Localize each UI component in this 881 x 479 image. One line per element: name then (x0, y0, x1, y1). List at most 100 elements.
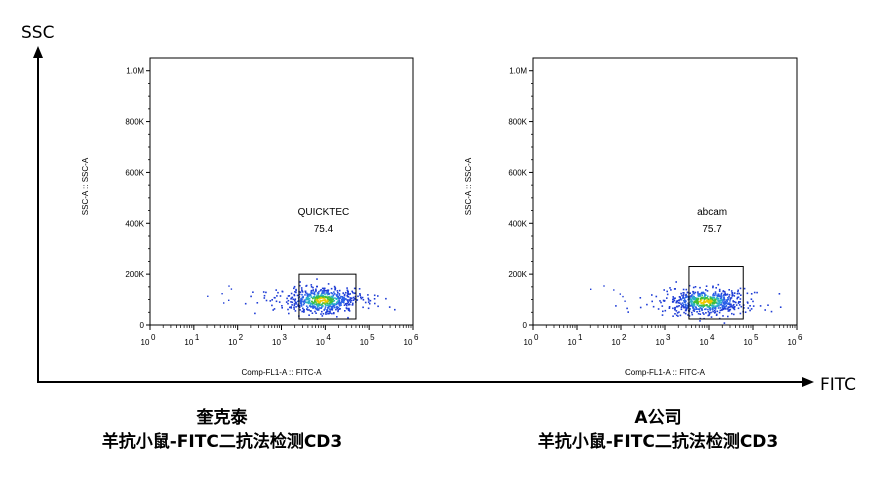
event-dot (676, 300, 679, 302)
event-dot (377, 305, 379, 308)
event-dot (348, 299, 350, 301)
event-dot (688, 315, 691, 317)
event-dot (276, 295, 278, 297)
event-dot (327, 304, 330, 307)
event-dot (730, 305, 733, 307)
event-dot (369, 299, 372, 302)
event-dot (345, 304, 348, 307)
event-dot (331, 306, 333, 308)
event-dot (290, 298, 292, 300)
event-dot (367, 307, 370, 310)
event-dot (697, 295, 700, 298)
event-dot (721, 306, 724, 308)
event-dot (731, 292, 733, 294)
event-dot (332, 300, 334, 302)
event-dot (327, 310, 329, 313)
event-dots (590, 281, 782, 324)
event-dot (717, 307, 720, 309)
event-dot (739, 287, 742, 290)
event-dot (275, 300, 278, 303)
event-dot (271, 304, 273, 307)
event-dot (342, 301, 344, 303)
event-dot (722, 315, 724, 317)
event-dot (722, 290, 724, 293)
event-dot (697, 312, 700, 315)
event-dot (720, 293, 722, 296)
event-dot (305, 298, 307, 301)
event-dot (716, 310, 719, 313)
event-dot (287, 302, 289, 305)
event-dot (740, 294, 742, 296)
event-dot (718, 300, 720, 303)
event-dot (350, 299, 353, 302)
event-dot (291, 304, 293, 306)
event-dot (691, 313, 694, 316)
event-dot (729, 297, 732, 299)
event-dot (660, 301, 662, 304)
event-dot (704, 296, 706, 298)
event-dot (713, 302, 715, 304)
event-dot (707, 314, 710, 317)
event-dot (662, 310, 664, 313)
event-dot (317, 292, 320, 295)
event-dot (738, 304, 741, 306)
event-dot (702, 302, 705, 304)
event-dot (325, 302, 328, 304)
event-dot (312, 289, 315, 291)
event-dot (698, 300, 701, 303)
event-dot (304, 294, 306, 296)
event-dot (324, 303, 327, 306)
y-tick-label: 200K (125, 270, 144, 279)
event-dot (693, 308, 695, 310)
event-dot (702, 306, 704, 308)
event-dot (722, 301, 724, 303)
event-dot (325, 292, 327, 294)
event-dot (333, 300, 336, 302)
event-dot (338, 289, 341, 292)
x-tick-exponent: 4 (710, 333, 715, 342)
event-dot (252, 291, 254, 293)
event-dot (695, 301, 697, 304)
event-dot (302, 296, 304, 299)
event-dot (333, 312, 335, 314)
event-dot (733, 292, 736, 294)
event-dot (321, 291, 324, 293)
plot-frame (532, 57, 798, 326)
event-dot (321, 296, 324, 298)
event-dot (726, 308, 729, 310)
event-dot (307, 293, 309, 296)
event-dot (702, 301, 705, 303)
event-dot (716, 304, 719, 306)
event-dot (319, 301, 321, 303)
event-dot (293, 299, 296, 302)
event-dot (691, 311, 693, 314)
event-dot (663, 289, 665, 291)
event-dot (328, 298, 330, 301)
event-dot (303, 302, 305, 305)
event-dot (320, 313, 322, 315)
event-dot (304, 290, 307, 293)
event-dot (686, 304, 689, 307)
event-dot (722, 307, 725, 310)
event-dot (314, 296, 316, 299)
event-dot (333, 293, 336, 295)
event-dot (668, 306, 671, 308)
event-dot (682, 297, 684, 299)
event-dot (752, 305, 755, 307)
event-dot (302, 303, 305, 306)
event-dot (324, 289, 327, 292)
event-dot (721, 305, 724, 307)
event-dot (715, 299, 717, 301)
event-dot (750, 293, 753, 295)
event-dot (672, 298, 674, 301)
event-dot (720, 298, 723, 301)
event-dot (664, 309, 667, 312)
event-dot (337, 310, 339, 313)
event-dot (299, 291, 302, 293)
event-dot (374, 302, 376, 305)
event-dot (663, 300, 666, 302)
event-dot (316, 303, 318, 305)
event-dot (613, 289, 615, 291)
event-dot (699, 300, 702, 303)
event-dot (627, 311, 629, 313)
